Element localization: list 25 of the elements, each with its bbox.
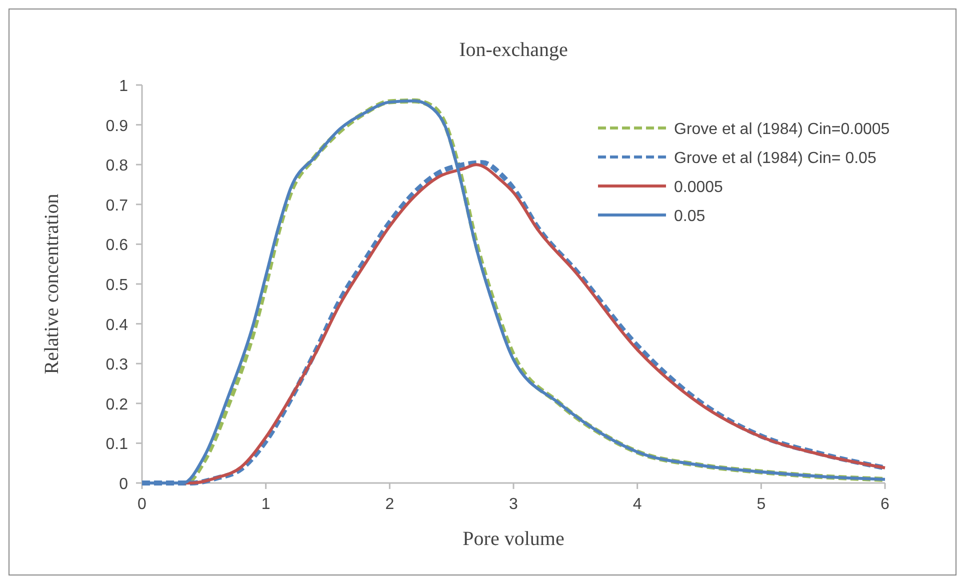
x-tick-label: 2 bbox=[385, 496, 394, 513]
legend-label: Grove et al (1984) Cin=0.0005 bbox=[674, 121, 890, 138]
y-tick-label: 0.9 bbox=[106, 118, 128, 135]
y-tick-label: 0.5 bbox=[106, 277, 128, 294]
x-tick-label: 3 bbox=[509, 496, 518, 513]
y-tick-label: 1 bbox=[119, 78, 128, 95]
x-tick-label: 0 bbox=[138, 496, 147, 513]
y-tick-label: 0.7 bbox=[106, 197, 128, 214]
y-tick-label: 0.4 bbox=[106, 316, 128, 334]
legend-label: 0.05 bbox=[674, 208, 706, 225]
y-tick-label: 0.6 bbox=[106, 237, 128, 254]
legend-label: 0.0005 bbox=[674, 179, 724, 196]
x-tick-label: 4 bbox=[632, 496, 642, 513]
y-tick-label: 0 bbox=[119, 476, 128, 493]
x-tick-label: 5 bbox=[756, 496, 766, 513]
y-tick-label: 0.3 bbox=[106, 356, 128, 374]
y-tick-label: 0.1 bbox=[106, 436, 128, 454]
x-axis-title: Pore volume bbox=[462, 528, 564, 550]
legend-label: Grove et al (1984) Cin= 0.05 bbox=[674, 150, 876, 167]
y-tick-label: 0.2 bbox=[106, 396, 128, 414]
x-tick-label: 6 bbox=[880, 496, 890, 513]
y-tick-label: 0.8 bbox=[106, 158, 128, 175]
chart-title: Ion-exchange bbox=[459, 39, 568, 61]
y-axis-title: Relative concentration bbox=[41, 194, 63, 374]
x-tick-label: 1 bbox=[261, 496, 270, 513]
